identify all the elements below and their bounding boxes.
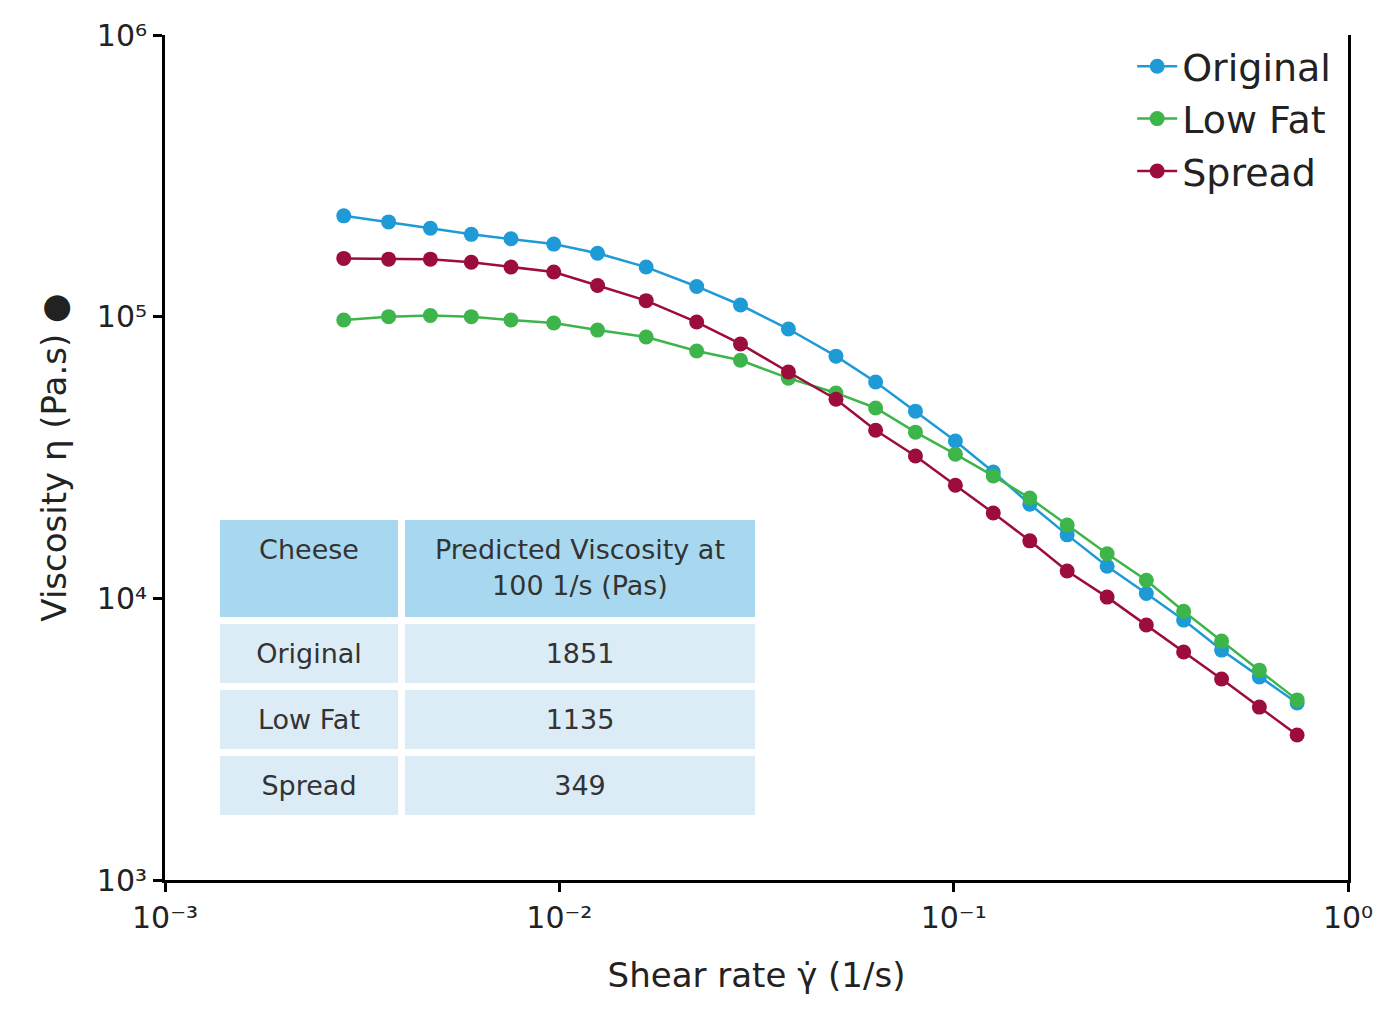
html-text:Predicted Viscosity at 100 1/s: Predicted Viscosity at 100 1/s (Pas) xyxy=(435,534,725,602)
html-text:1851: 1851 xyxy=(545,637,615,669)
svg-text:10³: 10³ xyxy=(97,863,147,898)
svg-text:10⁻³: 10⁻³ xyxy=(132,900,198,935)
html-text:Cheese: Cheese xyxy=(259,534,359,565)
svg-text:Low Fat: Low Fat xyxy=(1182,98,1325,142)
html-text:Original: Original xyxy=(256,637,362,669)
svg-text:Spread: Spread xyxy=(1182,151,1316,195)
svg-text:Viscosity η (Pa.s) ●: Viscosity η (Pa.s) ● xyxy=(34,293,74,621)
html-text:1135: 1135 xyxy=(545,703,615,735)
html-text:Spread: Spread xyxy=(261,769,357,801)
html-text:Low Fat: Low Fat xyxy=(258,703,360,735)
svg-text:10⁻¹: 10⁻¹ xyxy=(921,900,987,935)
svg-text:Original: Original xyxy=(1182,46,1331,90)
svg-text:10⁰: 10⁰ xyxy=(1323,900,1373,935)
svg-text:10⁴: 10⁴ xyxy=(97,581,147,616)
svg-text:10⁵: 10⁵ xyxy=(97,299,147,334)
svg-text:10⁶: 10⁶ xyxy=(97,18,147,53)
html-text:349: 349 xyxy=(554,769,606,801)
svg-text:10⁻²: 10⁻² xyxy=(526,900,592,935)
svg-text:Shear rate γ̇ (1/s): Shear rate γ̇ (1/s) xyxy=(608,955,906,995)
